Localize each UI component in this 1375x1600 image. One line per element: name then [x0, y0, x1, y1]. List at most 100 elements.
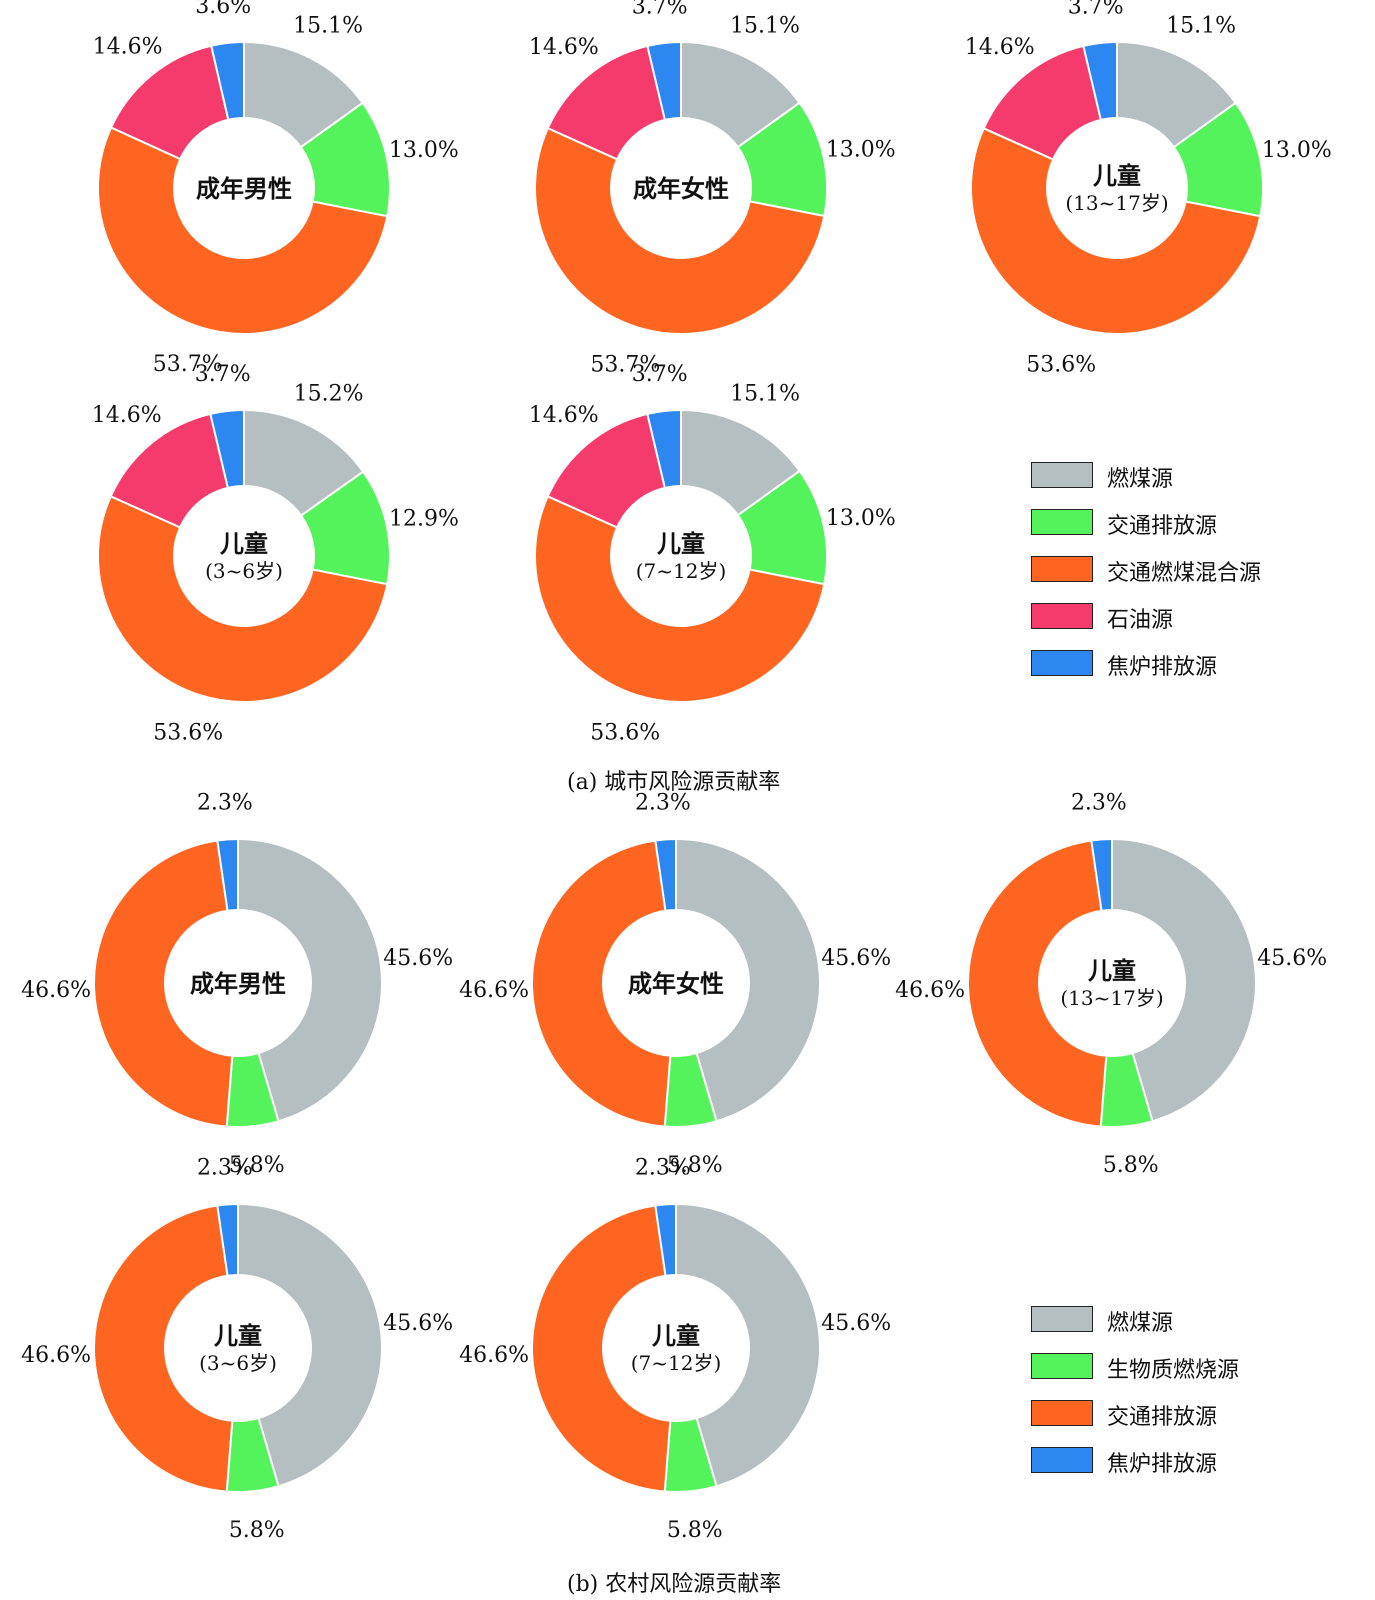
donut-slice	[1090, 837, 1113, 912]
slice-value-label: 53.7%	[153, 352, 223, 377]
slice-value-label: 2.3%	[197, 1155, 253, 1180]
donut-slice	[210, 40, 245, 121]
donut-chart-urban: 15.1% 13.0% 53.6% 14.6% 3.7% 儿童(13~17岁)	[965, 0, 1332, 377]
legend-label: 焦炉排放源	[1107, 1452, 1218, 1477]
slice-value-label: 14.6%	[965, 35, 1035, 60]
slice-value-label: 13.0%	[1262, 138, 1332, 163]
donut-slice	[970, 127, 1262, 335]
slice-value-label: 14.6%	[529, 403, 599, 428]
donut-slice	[646, 408, 682, 490]
slice-value-label: 46.6%	[895, 978, 965, 1003]
slice-value-label: 13.0%	[389, 138, 459, 163]
caption-rural: (b) 农村风险源贡献率	[567, 1572, 782, 1597]
legend-label: 交通排放源	[1107, 1405, 1218, 1430]
donut-center-label: 成年男性	[190, 970, 286, 998]
slice-value-label: 15.1%	[1166, 13, 1236, 38]
donut-center-label: 儿童	[214, 1322, 262, 1350]
legend-label: 石油源	[1107, 608, 1174, 633]
donut-slice	[534, 126, 826, 335]
legend-swatch	[1031, 1306, 1093, 1332]
donut-chart-urban: 15.1% 13.0% 53.6% 14.6% 3.7% 儿童(7~12岁)	[529, 362, 896, 745]
donut-slice	[966, 839, 1108, 1128]
legend-swatch	[1031, 556, 1093, 582]
donut-slice	[1082, 40, 1118, 122]
donut-slice	[675, 1202, 821, 1488]
donut-chart-urban: 15.2% 12.9% 53.6% 14.6% 3.7% 儿童(3~6岁)	[92, 362, 459, 745]
legend-swatch	[1031, 1353, 1093, 1379]
donut-slice	[209, 408, 245, 490]
slice-value-label: 5.8%	[229, 1518, 285, 1543]
donut-center-label: 成年女性	[628, 970, 724, 998]
slice-value-label: 15.1%	[293, 13, 363, 38]
donut-center-label: (13~17岁)	[1060, 986, 1163, 1010]
donut-chart-urban: 15.1% 13.0% 53.7% 14.6% 3.7% 成年女性	[529, 0, 896, 377]
donut-center-label: (3~6岁)	[205, 559, 283, 583]
slice-value-label: 14.6%	[92, 403, 162, 428]
slice-value-label: 3.7%	[1068, 0, 1124, 19]
donut-center-label: 儿童	[657, 530, 705, 558]
legend-swatch	[1031, 462, 1093, 488]
slice-value-label: 3.6%	[195, 0, 251, 19]
donut-center-label: 成年女性	[633, 175, 729, 203]
slice-value-label: 3.7%	[632, 0, 688, 19]
legend-label: 生物质燃烧源	[1107, 1358, 1240, 1383]
slice-value-label: 15.1%	[730, 381, 800, 406]
slice-value-label: 15.1%	[730, 13, 800, 38]
slice-value-label: 5.8%	[667, 1153, 723, 1178]
slice-value-label: 14.6%	[529, 35, 599, 60]
donut-center-label: (7~12岁)	[636, 559, 727, 583]
slice-value-label: 53.6%	[153, 720, 223, 745]
donut-center-label: (3~6岁)	[199, 1351, 277, 1375]
donut-slice	[534, 495, 826, 703]
donut-center-label: (13~17岁)	[1065, 191, 1168, 215]
donut-slice	[654, 837, 677, 912]
slice-value-label: 2.3%	[1071, 790, 1127, 815]
donut-slice	[92, 839, 234, 1128]
donut-center-label: (7~12岁)	[631, 1351, 722, 1375]
slice-value-label: 45.6%	[821, 1311, 891, 1336]
legend-swatch	[1031, 1400, 1093, 1426]
slice-value-label: 45.6%	[1257, 946, 1327, 971]
slice-value-label: 45.6%	[383, 1311, 453, 1336]
slice-value-label: 3.7%	[632, 362, 688, 387]
donut-slice	[530, 839, 672, 1128]
legend-swatch	[1031, 650, 1093, 676]
legend-label: 燃煤源	[1107, 467, 1174, 492]
slice-value-label: 53.7%	[590, 352, 660, 377]
legend-swatch	[1031, 1447, 1093, 1473]
donut-chart-rural: 45.6% 5.8% 46.6% 2.3% 儿童(13~17岁)	[895, 790, 1327, 1178]
slice-value-label: 2.3%	[197, 790, 253, 815]
slice-value-label: 3.7%	[195, 362, 251, 387]
slice-value-label: 53.6%	[1026, 352, 1096, 377]
legend-label: 交通燃煤混合源	[1107, 561, 1262, 586]
donut-chart-rural: 45.6% 5.8% 46.6% 2.3% 儿童(3~6岁)	[21, 1155, 453, 1543]
donut-center-label: 成年男性	[196, 175, 292, 203]
legend-swatch	[1031, 603, 1093, 629]
donut-slice	[1111, 837, 1257, 1123]
slice-value-label: 14.6%	[93, 34, 163, 59]
slice-value-label: 46.6%	[21, 978, 91, 1003]
slice-value-label: 45.6%	[821, 946, 891, 971]
donut-slice	[97, 126, 389, 336]
slice-value-label: 13.0%	[826, 506, 896, 531]
slice-value-label: 15.2%	[294, 382, 364, 407]
donut-slice	[675, 837, 821, 1123]
slice-value-label: 46.6%	[21, 1343, 91, 1368]
donut-slice	[646, 40, 682, 122]
donut-center-label: 儿童	[1093, 162, 1141, 190]
legend-swatch	[1031, 509, 1093, 535]
donut-slice	[530, 1204, 672, 1493]
slice-value-label: 5.8%	[1103, 1153, 1159, 1178]
donut-slice	[237, 1202, 383, 1488]
donut-slice	[654, 1202, 677, 1277]
legend-label: 燃煤源	[1107, 1311, 1174, 1336]
donut-slice	[216, 1202, 239, 1277]
caption-urban: (a) 城市风险源贡献率	[567, 770, 781, 795]
slice-value-label: 53.6%	[590, 720, 660, 745]
slice-value-label: 46.6%	[459, 1343, 529, 1368]
donut-slice	[97, 495, 389, 703]
donut-slice	[237, 837, 383, 1123]
slice-value-label: 13.0%	[826, 138, 896, 163]
